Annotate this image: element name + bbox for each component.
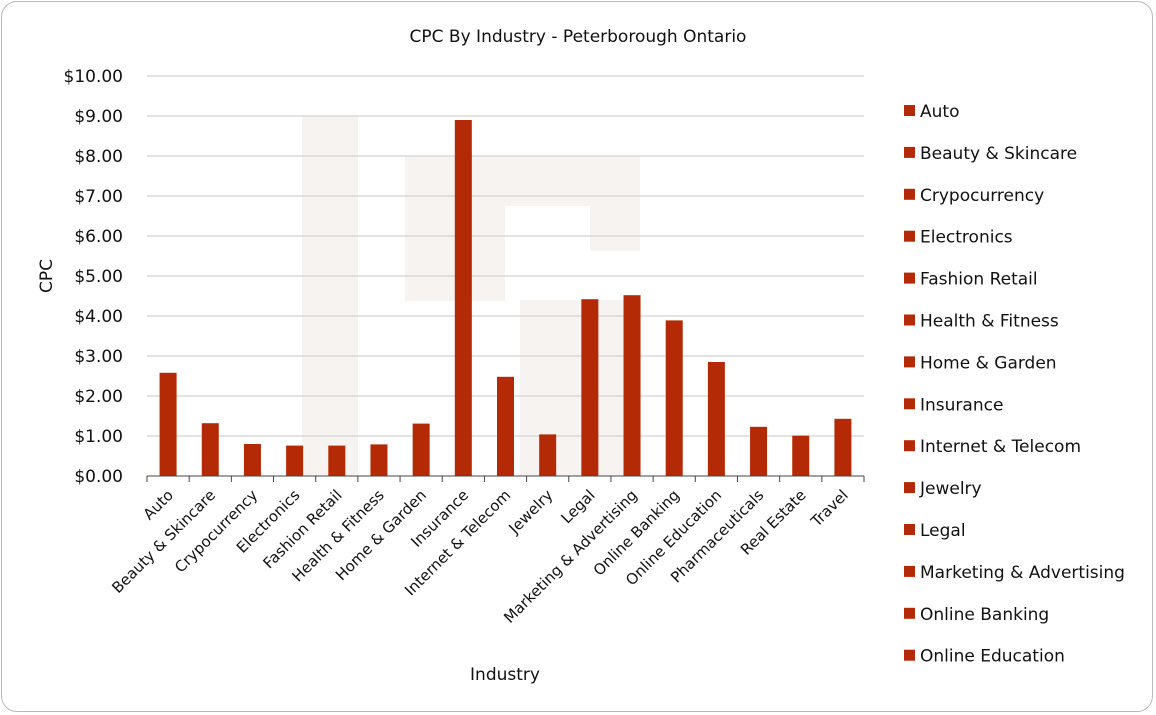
legend-swatch [904,482,915,494]
legend-entry: Internet & Telecom [920,437,1081,457]
legend-entry: Jewelry [919,479,982,499]
gridlines [147,75,864,437]
legend-swatch [904,356,915,368]
bar-pharmaceuticals [750,426,768,476]
y-tick-label: $7.00 [74,187,123,207]
legend-entry: Fashion Retail [920,270,1038,290]
legend-entry: Online Education [920,647,1065,667]
y-tick-label: $5.00 [74,267,123,287]
bar-health-fitness [370,444,388,476]
legend-entry: Home & Garden [920,353,1057,373]
legend-entry: Insurance [920,395,1003,415]
x-axis-label: Industry [470,665,540,685]
bar-online-banking [665,320,683,476]
legend-swatch [904,272,915,284]
bar-auto [159,372,177,476]
legend-entry: Crypocurrency [920,186,1044,206]
bar-travel [834,418,852,476]
legend-swatch [904,314,915,326]
legend-swatch [904,146,915,158]
legend-entry: Legal [920,521,966,541]
legend-entry: Electronics [920,228,1013,248]
y-tick-label: $9.00 [74,107,123,127]
y-tick-label: $1.00 [74,427,123,447]
legend-swatch [904,398,915,410]
y-tick-label: $8.00 [74,147,123,167]
x-tick-label: Travel [807,486,852,531]
legend-swatch [904,105,915,116]
bar-beauty-skincare [201,423,219,476]
y-tick-label: $6.00 [74,227,123,247]
legend-entry: Auto [920,102,959,122]
bars [159,120,852,476]
y-axis-ticks: $0.00 $1.00 $2.00 $3.00 $4.00 $5.00 $6.00 $7.00… [64,67,123,487]
bar-electronics [286,445,304,476]
legend-swatch [904,440,915,452]
y-tick-label: $10.00 [64,67,123,87]
bar-legal [581,299,599,476]
chart-title: CPC By Industry - Peterborough Ontario [410,27,747,47]
bar-crypocurrency [243,444,261,476]
legend-swatch [904,607,915,619]
y-tick-label: $2.00 [74,387,123,407]
legend-entry: Beauty & Skincare [920,144,1077,164]
legend: Auto Beauty & Skincare Crypocurrency Electr… [904,102,1125,667]
x-axis [146,475,865,482]
legend-entry: Marketing & Advertising [920,563,1125,583]
bar-insurance [454,120,472,476]
legend-entry: Online Banking [920,605,1049,625]
x-tick-label: Jewelry [505,486,557,538]
bar-marketing-advertising [623,295,641,476]
legend-swatch [904,188,915,200]
x-tick-label: Auto [140,486,177,523]
y-tick-label: $3.00 [74,347,123,367]
bar-fashion-retail [328,445,346,476]
bar-jewelry [539,434,557,476]
legend-entry: Health & Fitness [920,312,1059,332]
y-axis-label: CPC [37,259,57,293]
legend-swatch [904,524,915,535]
y-tick-label: $4.00 [74,307,123,327]
bar-internet-telecom [497,376,514,476]
legend-swatch [904,649,915,661]
watermark-logo [302,116,640,476]
bar-home-garden [412,423,430,476]
legend-swatch [904,565,915,577]
legend-swatch [904,230,915,242]
y-tick-label: $0.00 [74,467,123,487]
bar-real-estate [792,435,810,476]
bar-online-education [707,362,725,476]
